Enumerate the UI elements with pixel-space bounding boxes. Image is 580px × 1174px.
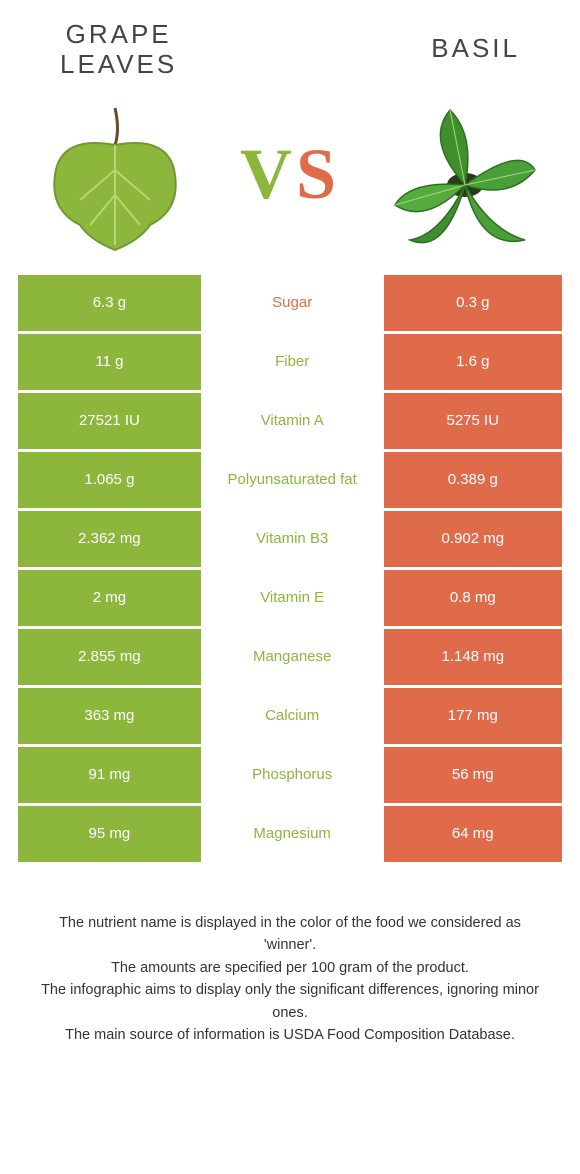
nutrient-row: 6.3 gSugar0.3 g bbox=[18, 275, 562, 331]
nutrient-row: 11 gFiber1.6 g bbox=[18, 334, 562, 390]
nutrient-row: 91 mgPhosphorus56 mg bbox=[18, 747, 562, 803]
right-value: 1.6 g bbox=[384, 334, 562, 390]
right-value: 0.8 mg bbox=[384, 570, 562, 626]
left-value: 11 g bbox=[18, 334, 201, 390]
nutrient-label: Magnesium bbox=[201, 806, 384, 862]
image-row: VS bbox=[0, 80, 580, 275]
right-value: 0.902 mg bbox=[384, 511, 562, 567]
nutrient-row: 2.855 mgManganese1.148 mg bbox=[18, 629, 562, 685]
basil-image bbox=[380, 90, 550, 260]
nutrient-label: Sugar bbox=[201, 275, 384, 331]
footer-line-2: The amounts are specified per 100 gram o… bbox=[40, 957, 540, 979]
right-value: 64 mg bbox=[384, 806, 562, 862]
footer-line-3: The infographic aims to display only the… bbox=[40, 979, 540, 1024]
left-value: 6.3 g bbox=[18, 275, 201, 331]
nutrient-label: Fiber bbox=[201, 334, 384, 390]
right-value: 1.148 mg bbox=[384, 629, 562, 685]
footer-notes: The nutrient name is displayed in the co… bbox=[0, 862, 580, 1047]
nutrient-label: Calcium bbox=[201, 688, 384, 744]
left-value: 91 mg bbox=[18, 747, 201, 803]
nutrient-row: 2.362 mgVitamin B30.902 mg bbox=[18, 511, 562, 567]
right-value: 177 mg bbox=[384, 688, 562, 744]
vs-s: S bbox=[296, 134, 340, 214]
left-value: 2 mg bbox=[18, 570, 201, 626]
left-value: 2.362 mg bbox=[18, 511, 201, 567]
right-value: 0.3 g bbox=[384, 275, 562, 331]
right-value: 0.389 g bbox=[384, 452, 562, 508]
left-title-line2: leaves bbox=[60, 49, 177, 79]
nutrient-row: 1.065 gPolyunsaturated fat0.389 g bbox=[18, 452, 562, 508]
nutrient-label: Vitamin B3 bbox=[201, 511, 384, 567]
right-value: 56 mg bbox=[384, 747, 562, 803]
header: Grape leaves Basil bbox=[0, 0, 580, 80]
nutrient-row: 363 mgCalcium177 mg bbox=[18, 688, 562, 744]
nutrient-label: Manganese bbox=[201, 629, 384, 685]
left-value: 95 mg bbox=[18, 806, 201, 862]
nutrient-table: 6.3 gSugar0.3 g11 gFiber1.6 g27521 IUVit… bbox=[0, 275, 580, 862]
nutrient-row: 2 mgVitamin E0.8 mg bbox=[18, 570, 562, 626]
nutrient-row: 27521 IUVitamin A5275 IU bbox=[18, 393, 562, 449]
grape-leaf-image bbox=[30, 90, 200, 260]
left-value: 2.855 mg bbox=[18, 629, 201, 685]
nutrient-label: Phosphorus bbox=[201, 747, 384, 803]
left-value: 27521 IU bbox=[18, 393, 201, 449]
left-food-title: Grape leaves bbox=[60, 20, 177, 80]
left-title-line1: Grape bbox=[66, 19, 172, 49]
left-value: 1.065 g bbox=[18, 452, 201, 508]
vs-v: V bbox=[240, 134, 296, 214]
nutrient-row: 95 mgMagnesium64 mg bbox=[18, 806, 562, 862]
nutrient-label: Vitamin E bbox=[201, 570, 384, 626]
footer-line-1: The nutrient name is displayed in the co… bbox=[40, 912, 540, 957]
nutrient-label: Vitamin A bbox=[201, 393, 384, 449]
nutrient-label: Polyunsaturated fat bbox=[201, 452, 384, 508]
left-value: 363 mg bbox=[18, 688, 201, 744]
right-food-title: Basil bbox=[431, 20, 520, 80]
footer-line-4: The main source of information is USDA F… bbox=[40, 1024, 540, 1046]
right-value: 5275 IU bbox=[384, 393, 562, 449]
vs-label: VS bbox=[240, 133, 340, 216]
